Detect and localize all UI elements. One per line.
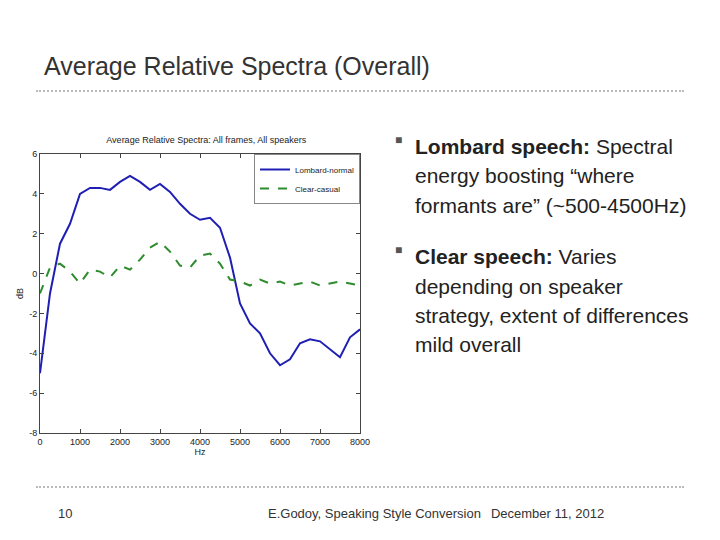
html-text:E.Godoy, Speaking Style Conver: E.Godoy, Speaking Style Conversion xyxy=(268,506,481,521)
html-text:Lombard speech: Spectral energ: Lombard speech: Spectral energy boosting… xyxy=(415,135,687,217)
svg-text:7000: 7000 xyxy=(310,437,330,447)
svg-text:6: 6 xyxy=(32,149,37,159)
svg-text:3000: 3000 xyxy=(150,437,170,447)
svg-text:1000: 1000 xyxy=(70,437,90,447)
svg-text:dB: dB xyxy=(15,288,25,299)
svg-text:4: 4 xyxy=(32,189,37,199)
svg-text:-2: -2 xyxy=(29,309,37,319)
svg-text:-4: -4 xyxy=(29,348,37,358)
svg-text:6000: 6000 xyxy=(270,437,290,447)
svg-text:Clear-casual: Clear-casual xyxy=(295,185,340,194)
svg-text:Lombard-normal: Lombard-normal xyxy=(295,166,354,175)
svg-text:0: 0 xyxy=(32,269,37,279)
svg-text:8000: 8000 xyxy=(350,437,370,447)
svg-text:5000: 5000 xyxy=(230,437,250,447)
svg-text:-8: -8 xyxy=(29,428,37,438)
html-text:Clear speech: Varies depending: Clear speech: Varies depending on speake… xyxy=(415,245,689,357)
html-text:Average Relative Spectra (Over: Average Relative Spectra (Overall) xyxy=(44,52,430,80)
svg-text:2000: 2000 xyxy=(110,437,130,447)
svg-text:Hz: Hz xyxy=(195,447,206,457)
svg-text:Average Relative Spectra: All: Average Relative Spectra: All frames, Al… xyxy=(106,135,306,145)
svg-text:0: 0 xyxy=(37,437,42,447)
svg-text:4000: 4000 xyxy=(190,437,210,447)
svg-text:-6: -6 xyxy=(29,388,37,398)
html-text:December 11, 2012: December 11, 2012 xyxy=(490,506,605,521)
html-text:10: 10 xyxy=(58,506,73,521)
svg-text:2: 2 xyxy=(32,229,37,239)
